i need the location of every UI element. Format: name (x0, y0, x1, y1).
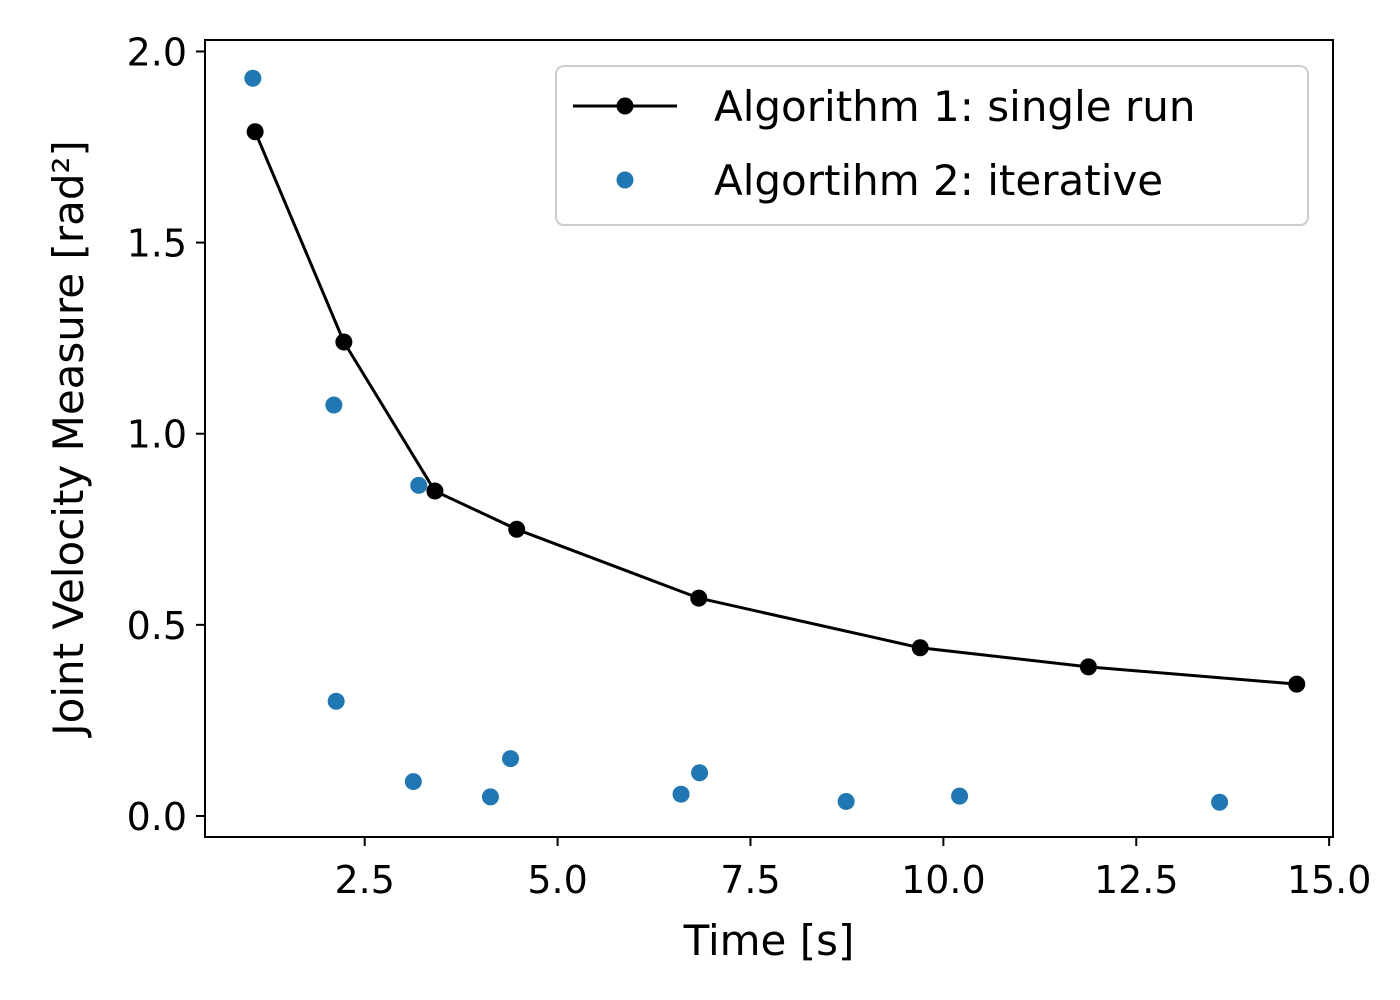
series-1-point (911, 639, 929, 657)
series-2-point (244, 69, 262, 87)
y-tick-label: 1.0 (127, 413, 187, 457)
x-tick-label: 15.0 (1287, 858, 1372, 902)
series-1-point (690, 589, 708, 607)
series-1 (246, 123, 1306, 693)
x-tick-label: 7.5 (720, 858, 780, 902)
series-1-point (426, 482, 444, 500)
series-2-point (951, 787, 969, 805)
series-2-point (404, 773, 422, 791)
series-1-point (335, 333, 353, 351)
series-2-point (325, 396, 343, 414)
legend-label-algorithm-2: Algortihm 2: iterative (714, 156, 1163, 205)
x-axis: 2.5 5.0 7.5 10.0 12.5 15.0 (334, 837, 1371, 902)
series-2-point (481, 788, 499, 806)
series-2-point (691, 764, 709, 782)
legend-marker-algorithm-1 (616, 97, 634, 115)
y-axis: 0.0 0.5 1.0 1.5 2.0 (127, 30, 205, 839)
legend-marker-algorithm-2 (616, 171, 634, 189)
series-1-point (1079, 658, 1097, 676)
series-2-point (327, 692, 345, 710)
series-2-point (1211, 793, 1229, 811)
series-1-line (253, 131, 1297, 686)
y-tick-label: 2.0 (127, 30, 187, 74)
legend: Algorithm 1: single run Algortihm 2: ite… (555, 65, 1309, 226)
x-tick-label: 12.5 (1094, 858, 1179, 902)
x-tick-label: 5.0 (527, 858, 587, 902)
series-1-point (1288, 675, 1306, 693)
legend-label-algorithm-1: Algorithm 1: single run (714, 82, 1195, 131)
x-tick-label: 10.0 (901, 858, 986, 902)
y-axis-label: Joint Velocity Measure [rad²] (44, 140, 93, 738)
x-axis-label: Time [s] (683, 916, 855, 965)
series-2-point (837, 792, 855, 810)
legend-frame (555, 65, 1309, 226)
series-2-point (672, 785, 690, 803)
series-2-point (502, 750, 520, 768)
y-tick-label: 1.5 (127, 222, 187, 266)
series-1-point (246, 123, 264, 141)
series-layer (244, 69, 1306, 811)
x-tick-label: 2.5 (334, 858, 394, 902)
series-2-point (410, 476, 428, 494)
y-tick-label: 0.0 (127, 795, 187, 839)
series-2 (244, 69, 1229, 811)
y-tick-label: 0.5 (127, 604, 187, 648)
series-1-point (508, 520, 526, 538)
